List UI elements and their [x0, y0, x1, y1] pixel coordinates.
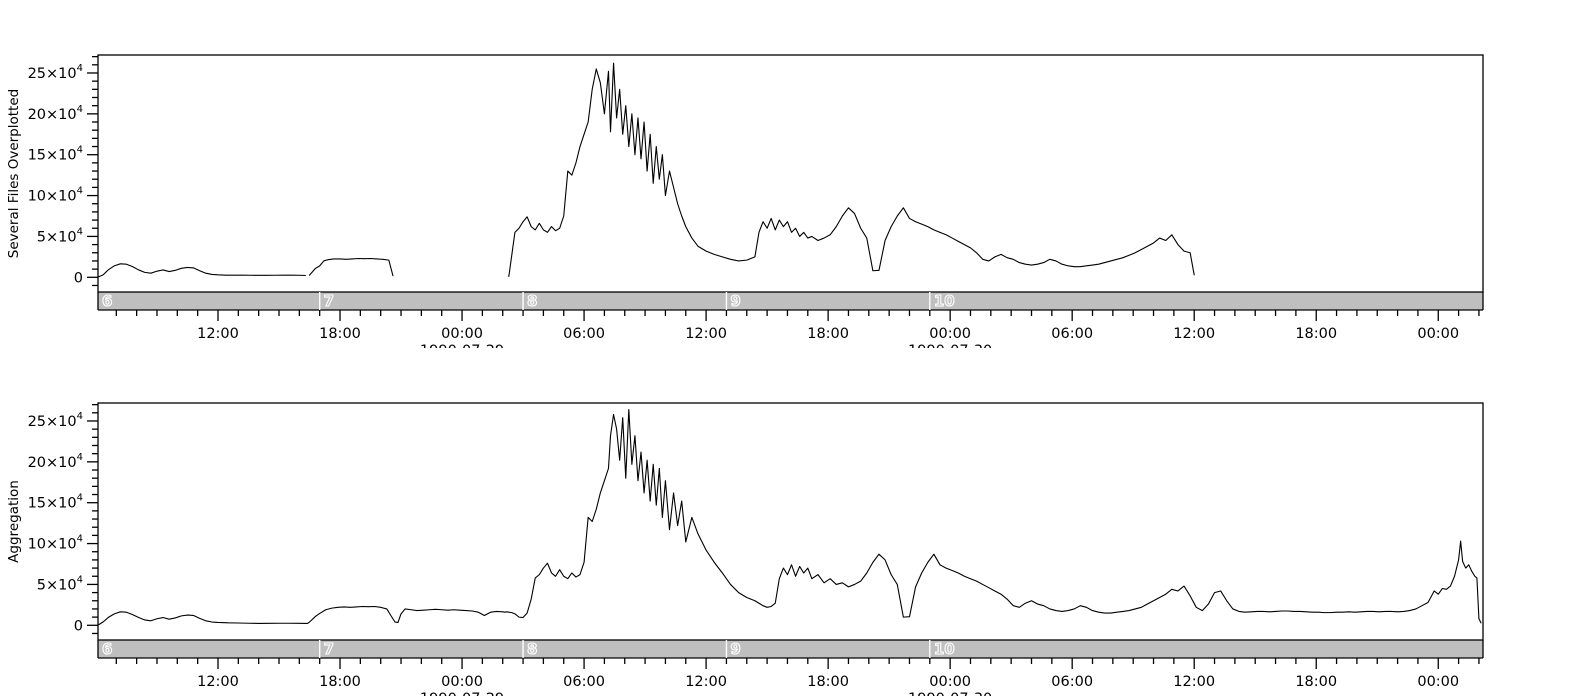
- x-tick-label: 00:00: [929, 326, 971, 342]
- day-band: [98, 640, 1483, 658]
- plot-aggregation: 0 5×104 10×104 15×104 20×104 25×104 Aggregatio…: [6, 402, 1484, 696]
- day-band-label: 9: [730, 640, 740, 658]
- y-tick-label: 15×104: [28, 493, 83, 512]
- y-tick-label: 10×104: [28, 534, 83, 553]
- y-axis-title: Aggregation: [6, 480, 22, 563]
- x-tick-label: 18:00: [1295, 674, 1337, 690]
- x-date-label: 1990-07-30: [908, 691, 992, 696]
- y-tick-label: 25×104: [28, 63, 83, 82]
- data-line-segment-d: [939, 231, 1195, 276]
- x-tick-label: 18:00: [807, 326, 849, 342]
- x-tick-label: 12:00: [197, 326, 239, 342]
- x-tick-label: 06:00: [1051, 326, 1093, 342]
- x-tick-label: 18:00: [319, 326, 361, 342]
- x-tick-label: 18:00: [319, 674, 361, 690]
- data-line-segment-b: [308, 257, 394, 277]
- x-tick-label: 12:00: [685, 326, 727, 342]
- day-band-label: 8: [527, 640, 537, 658]
- x-date-label: 1990-07-29: [420, 691, 504, 696]
- day-band-label: 8: [527, 292, 537, 310]
- x-tick-label: 12:00: [1173, 326, 1215, 342]
- data-line-segment-a: [98, 263, 306, 278]
- x-tick-label: 00:00: [1417, 674, 1459, 690]
- y-tick-label: 20×104: [28, 104, 83, 123]
- x-tick-label: 06:00: [563, 326, 605, 342]
- day-band-label: 10: [934, 640, 955, 658]
- x-date-label: 1990-07-30: [908, 343, 992, 348]
- day-band-label: 9: [730, 292, 740, 310]
- x-tick-label: 06:00: [1051, 674, 1093, 690]
- day-band: [98, 292, 1483, 310]
- day-band-label: 7: [324, 640, 334, 658]
- day-band-label: 6: [102, 640, 112, 658]
- x-tick-label: 12:00: [685, 674, 727, 690]
- chart-panel-overplotted: 0 5×104 10×104 15×104 20×104 25×104 Several Fi…: [0, 0, 1580, 348]
- x-tick-label: 00:00: [929, 674, 971, 690]
- plot-frame: [97, 402, 1484, 641]
- x-tick-label: 00:00: [441, 674, 483, 690]
- day-band-label: 6: [102, 292, 112, 310]
- y-tick-label: 0: [74, 270, 83, 286]
- x-tick-label: 12:00: [1173, 674, 1215, 690]
- day-band-label: 10: [934, 292, 955, 310]
- chart-panel-aggregation: 0 5×104 10×104 15×104 20×104 25×104 Aggregatio…: [0, 348, 1580, 696]
- x-tick-label: 18:00: [1295, 326, 1337, 342]
- x-tick-label: 12:00: [197, 674, 239, 690]
- plot-overplotted: 0 5×104 10×104 15×104 20×104 25×104 Several Fi…: [6, 54, 1484, 348]
- data-line-segment-full: [98, 408, 1482, 626]
- day-band-label: 7: [324, 292, 334, 310]
- y-tick-label: 10×104: [28, 186, 83, 205]
- x-tick-label: 00:00: [441, 326, 483, 342]
- x-date-label: 1990-07-29: [420, 343, 504, 348]
- y-tick-label: 20×104: [28, 452, 83, 471]
- plot-frame: [97, 54, 1484, 293]
- y-tick-label: 5×104: [37, 226, 83, 245]
- data-line-segment-c: [508, 62, 941, 278]
- x-tick-label: 00:00: [1417, 326, 1459, 342]
- y-tick-label: 15×104: [28, 145, 83, 164]
- x-tick-label: 18:00: [807, 674, 849, 690]
- y-tick-label: 25×104: [28, 411, 83, 430]
- x-tick-label: 06:00: [563, 674, 605, 690]
- y-tick-label: 0: [74, 618, 83, 634]
- y-axis-title: Several Files Overplotted: [6, 89, 22, 258]
- y-tick-label: 5×104: [37, 574, 83, 593]
